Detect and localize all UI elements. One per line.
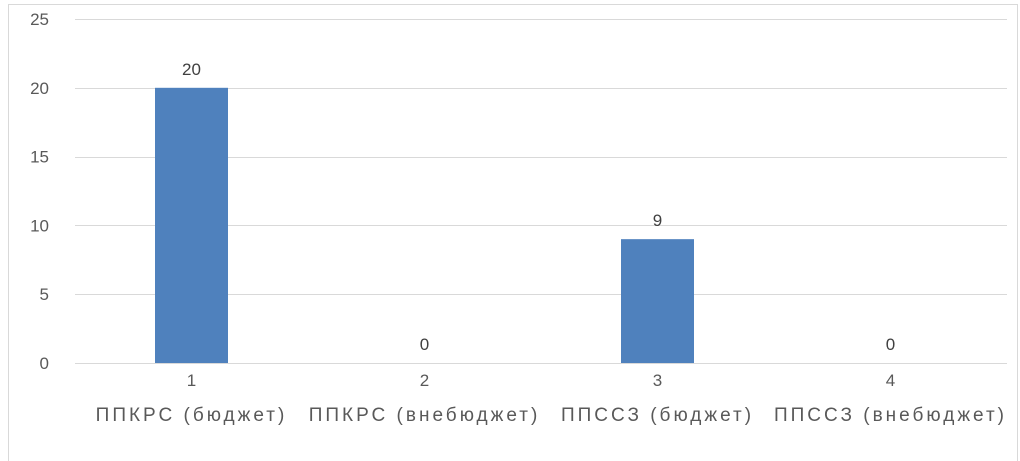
x-tick-label: 4	[886, 371, 895, 390]
y-tick-label: 0	[40, 354, 49, 373]
gridlines	[75, 19, 1007, 364]
x-tick-label: 3	[653, 371, 662, 390]
category-label: ППССЗ (бюджет)	[561, 405, 754, 426]
y-tick-label: 5	[40, 285, 49, 304]
y-tick-label: 15	[30, 148, 49, 167]
y-tick-label: 20	[30, 79, 49, 98]
bar	[621, 239, 694, 363]
y-tick-label: 25	[30, 10, 49, 29]
y-tick-label: 10	[30, 216, 49, 235]
data-label: 0	[420, 335, 429, 354]
category-label: ППССЗ (внебюджет)	[774, 405, 1007, 426]
category-label: ППКРС (внебюджет)	[309, 405, 541, 426]
x-tick-label: 1	[187, 371, 196, 390]
bars	[155, 87, 694, 364]
data-label: 20	[182, 60, 201, 79]
y-axis: 0 5 10 15 20 25	[30, 10, 49, 373]
data-label: 9	[653, 211, 662, 230]
chart-frame	[8, 4, 1018, 461]
category-label: ППКРС (бюджет)	[96, 405, 288, 426]
bar	[155, 87, 228, 364]
data-label: 0	[886, 335, 895, 354]
x-axis: 1 ППКРС (бюджет) 2 ППКРС (внебюджет) 3 ППССЗ …	[96, 371, 1007, 426]
x-tick-label: 2	[420, 371, 429, 390]
data-labels: 20 0 9 0	[182, 60, 895, 354]
